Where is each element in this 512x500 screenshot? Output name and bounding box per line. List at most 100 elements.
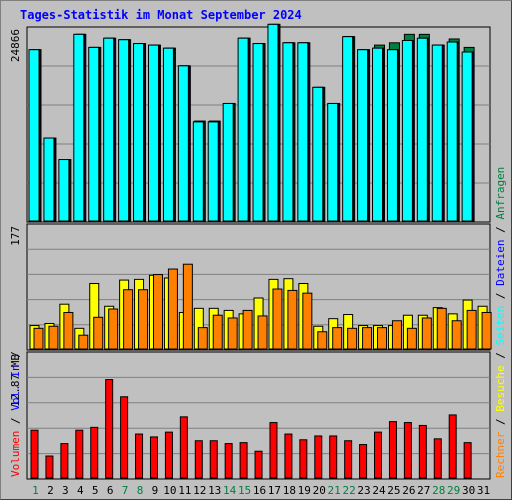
y-max-label: 24866: [9, 29, 22, 62]
bar-volumen-day-2: [45, 455, 54, 479]
panel-top: 24866: [9, 23, 491, 223]
bar-rechner-day-2: [48, 325, 59, 350]
bar-seiten-day-5: [88, 46, 100, 222]
x-tick-label-day-18: 18: [283, 484, 296, 497]
bar-volumen-day-9: [149, 436, 158, 479]
bar-seiten-day-20: [312, 86, 324, 222]
bar-volumen-day-6: [105, 379, 114, 479]
bar-seiten-day-11: [177, 65, 189, 222]
bar-seiten-day-22: [342, 36, 354, 222]
x-tick-label-day-27: 27: [417, 484, 430, 497]
bar-rechner-day-21: [332, 327, 343, 350]
bar-rechner-day-17: [272, 288, 283, 350]
x-tick-label-day-1: 1: [32, 484, 39, 497]
y-max-label: 12.87 MB: [9, 354, 22, 407]
bar-seiten-day-16: [252, 43, 264, 222]
bar-rechner-day-19: [302, 292, 313, 350]
bar-rechner-day-23: [362, 327, 373, 350]
bar-rechner-day-11: [182, 263, 193, 350]
legend-separator: /: [494, 220, 507, 240]
bar-rechner-day-5: [93, 316, 104, 350]
bar-volumen-day-15: [239, 442, 248, 479]
bar-rechner-day-10: [167, 268, 178, 350]
bar-seiten-day-27: [416, 37, 428, 222]
x-tick-label-day-31: 31: [477, 484, 490, 497]
x-tick-label-day-25: 25: [387, 484, 400, 497]
bar-rechner-day-22: [347, 327, 358, 350]
bar-rechner-day-13: [212, 314, 223, 350]
bar-rechner-day-24: [377, 327, 388, 350]
bar-volumen-day-3: [60, 443, 69, 479]
x-tick-label-day-10: 10: [163, 484, 176, 497]
bar-volumen-day-30: [463, 442, 472, 479]
bar-volumen-day-21: [329, 435, 338, 479]
x-tick-label-day-4: 4: [77, 484, 84, 497]
bar-rechner-day-30: [466, 309, 477, 350]
bar-seiten-day-1: [28, 49, 40, 222]
legend-item-volout: Vol. Out: [9, 292, 22, 345]
x-tick-label-day-3: 3: [62, 484, 69, 497]
legend-item-anfragen: Anfragen: [494, 167, 507, 220]
x-tick-label-day-29: 29: [447, 484, 460, 497]
x-tick-label-day-30: 30: [462, 484, 475, 497]
bar-seiten-day-28: [431, 44, 443, 222]
bar-seiten-day-30: [461, 51, 473, 222]
bar-seiten-day-6: [103, 37, 115, 222]
left-legend: Volumen / Vol. In / Vol. Out: [9, 292, 22, 477]
bar-seiten-day-24: [372, 47, 384, 222]
left-legend-text: Volumen / Vol. In / Vol. Out: [9, 292, 22, 477]
legend-item-seiten: Seiten: [494, 306, 507, 346]
bar-volumen-day-13: [209, 440, 218, 479]
bar-seiten-day-13: [207, 121, 219, 222]
x-tick-label-day-17: 17: [268, 484, 281, 497]
bar-volumen-day-22: [344, 440, 353, 479]
bar-rechner-day-4: [78, 334, 89, 350]
chart-title: Tages-Statistik im Monat September 2024: [20, 8, 302, 22]
bar-volumen-day-19: [299, 439, 308, 479]
bar-rechner-day-15: [242, 309, 253, 350]
bar-seiten-day-7: [118, 39, 130, 222]
bar-seiten-day-9: [147, 44, 159, 222]
bar-volumen-day-12: [194, 440, 203, 479]
legend-separator: /: [494, 286, 507, 306]
bar-seiten-day-18: [282, 42, 294, 222]
panel-border: [26, 26, 491, 223]
bar-rechner-day-26: [406, 327, 417, 350]
bar-rechner-day-8: [138, 289, 149, 350]
bar-volumen-day-20: [314, 435, 323, 479]
legend-item-rechner: Rechner: [494, 431, 507, 478]
bar-volumen-day-25: [388, 421, 397, 479]
x-tick-label-day-16: 16: [253, 484, 266, 497]
bar-rechner-day-29: [451, 320, 462, 350]
y-max-label: 177: [9, 226, 22, 246]
bar-rechner-day-9: [152, 274, 163, 350]
bar-rechner-day-3: [63, 311, 74, 350]
legend-item-volin: Vol. In: [9, 364, 22, 410]
bar-seiten-day-12: [192, 121, 204, 222]
x-tick-label-day-15: 15: [238, 484, 251, 497]
x-tick-label-day-2: 2: [47, 484, 54, 497]
bar-volumen-day-18: [284, 433, 293, 479]
x-tick-label-day-21: 21: [328, 484, 341, 497]
x-tick-label-day-24: 24: [372, 484, 386, 497]
bar-seiten-day-29: [446, 41, 458, 222]
x-tick-label-day-28: 28: [432, 484, 445, 497]
x-tick-label-day-14: 14: [223, 484, 237, 497]
bar-seiten-day-15: [237, 37, 249, 222]
bar-volumen-day-5: [90, 426, 99, 479]
bar-rechner-day-16: [257, 315, 268, 350]
bar-volumen-day-7: [120, 396, 129, 479]
bar-volumen-day-11: [179, 416, 188, 479]
bar-seiten-day-14: [222, 102, 234, 222]
bar-rechner-day-14: [227, 317, 238, 350]
legend-separator: /: [494, 412, 507, 432]
panel-border: [26, 223, 491, 351]
bar-volumen-day-16: [254, 450, 263, 479]
bar-seiten-day-2: [43, 137, 55, 222]
bar-volumen-day-10: [164, 431, 173, 479]
bar-rechner-day-25: [391, 320, 402, 350]
bar-seiten-day-26: [401, 39, 413, 222]
